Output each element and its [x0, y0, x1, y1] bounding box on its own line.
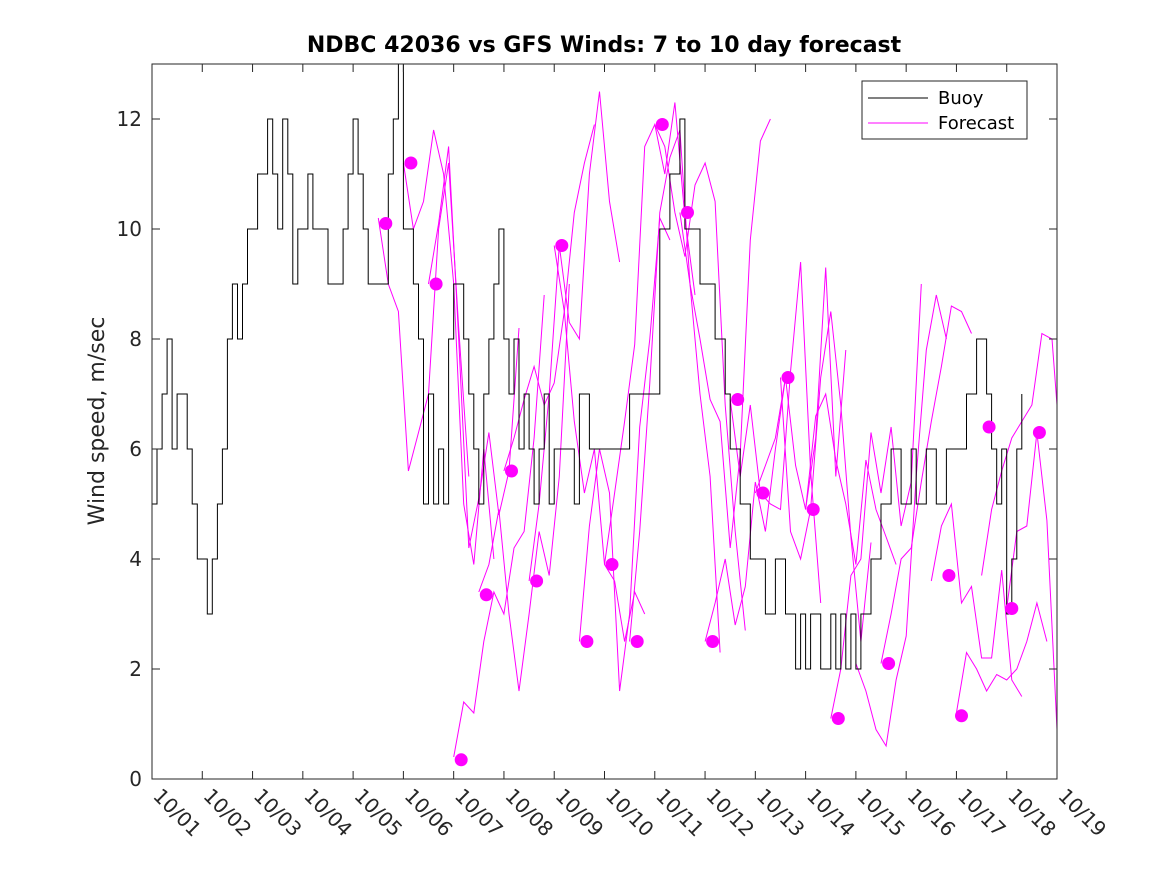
forecast-line: [679, 118, 771, 549]
y-tick-label: 10: [117, 217, 142, 241]
y-axis-label: Wind speed, m/sec: [85, 317, 110, 526]
forecast-line: [453, 294, 545, 758]
forecast-line: [629, 129, 721, 653]
forecast-point: [731, 393, 745, 406]
buoy-line: [152, 64, 1023, 670]
forecast-line: [729, 261, 822, 604]
forecast-line: [855, 294, 947, 748]
forecast-point: [655, 118, 669, 131]
buoy-series: [152, 64, 1023, 670]
forecast-points: [379, 118, 1046, 767]
y-tick-label: 2: [129, 657, 142, 681]
forecast-line: [402, 129, 495, 565]
forecast-point: [781, 371, 795, 384]
legend-buoy-label: Buoy: [938, 88, 984, 109]
forecast-line: [754, 267, 847, 510]
forecast-point: [605, 558, 619, 571]
y-tick-label: 12: [117, 107, 142, 131]
y-tick-label: 4: [129, 547, 142, 571]
forecast-point: [555, 239, 569, 252]
forecast-point: [1032, 426, 1046, 439]
y-tick-label: 0: [129, 767, 142, 791]
forecast-point: [479, 588, 493, 602]
forecast-point: [982, 420, 996, 434]
forecast-point: [505, 464, 518, 478]
forecast-point: [630, 635, 644, 648]
forecast-line: [704, 377, 786, 642]
forecast-line: [955, 601, 1048, 714]
forecast-point: [942, 569, 956, 582]
forecast-point: [580, 635, 594, 648]
forecast-line: [930, 502, 1023, 697]
forecast-line: [478, 283, 570, 692]
chart-title: NDBC 42036 vs GFS Winds: 7 to 10 day for…: [307, 33, 902, 58]
forecast-point: [1005, 602, 1019, 615]
forecast-line: [780, 311, 872, 642]
forecast-point: [831, 712, 845, 725]
forecast-point: [681, 206, 694, 219]
forecast-point: [955, 709, 968, 723]
forecast-line: [1006, 432, 1057, 730]
forecast-point: [530, 574, 544, 588]
forecast-line: [428, 146, 520, 549]
y-tick-label: 6: [129, 437, 142, 461]
forecast-point: [756, 486, 770, 500]
forecast-point: [454, 753, 468, 767]
forecast-point: [429, 277, 443, 291]
legend-forecast-label: Forecast: [938, 113, 1014, 134]
forecast-point: [706, 635, 720, 648]
legend-box: [861, 80, 1028, 140]
y-tick-label: 8: [129, 327, 142, 351]
forecast-point: [806, 503, 820, 516]
forecast-line: [578, 216, 671, 692]
forecast-point: [882, 657, 896, 670]
legend: Buoy Forecast: [861, 80, 1028, 140]
forecast-point: [379, 217, 393, 230]
y-axis: 0 2 4 6 8 10 12: [117, 107, 1057, 791]
forecast-point: [404, 156, 418, 170]
